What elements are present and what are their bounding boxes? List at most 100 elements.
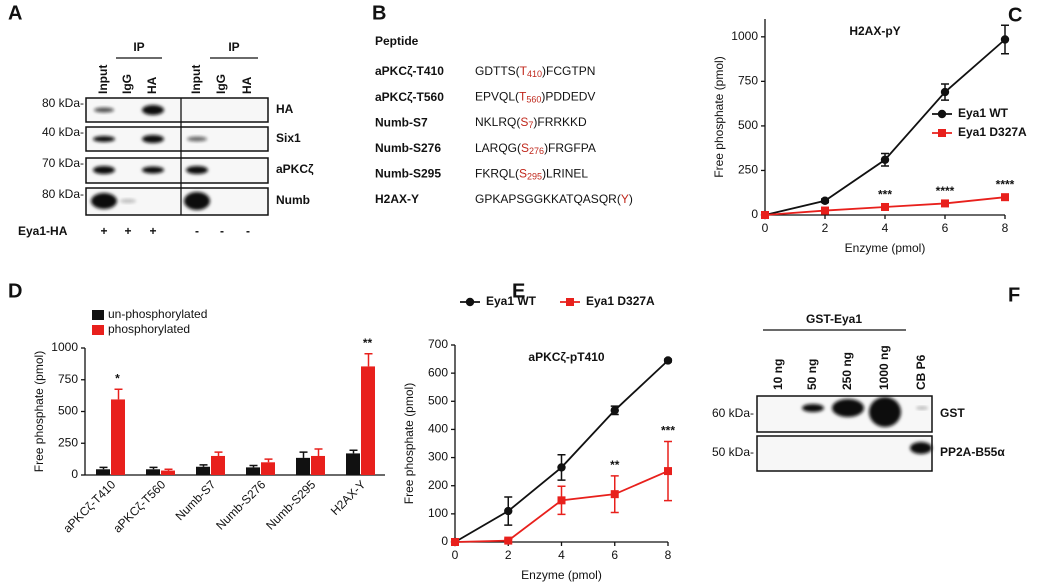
x-tick-label: Numb-S7 — [173, 477, 219, 523]
y-tick-label: 300 — [428, 450, 448, 464]
band — [142, 135, 164, 143]
bar — [196, 466, 210, 475]
data-point — [820, 196, 830, 205]
x-tick-label: 4 — [882, 221, 889, 235]
y-axis-label: Free phosphate (pmol) — [32, 351, 46, 472]
y-axis-label: Free phosphate (pmol) — [712, 56, 726, 177]
data-point — [663, 356, 673, 365]
mw-marker: 40 kDa- — [42, 125, 84, 139]
y-tick-label: 750 — [738, 74, 758, 88]
x-tick-label: 8 — [1002, 221, 1009, 235]
significance: ** — [610, 458, 620, 472]
legend-marker — [938, 129, 946, 137]
data-point — [1001, 193, 1009, 202]
y-tick-label: 1000 — [51, 340, 78, 354]
x-tick-label: Numb-S295 — [263, 477, 318, 532]
x-tick-label: 2 — [822, 221, 829, 235]
lane-label: IgG — [214, 74, 228, 94]
y-tick-label: 250 — [738, 163, 758, 177]
band — [94, 107, 114, 113]
bar — [111, 399, 125, 475]
y-tick-label: 200 — [428, 478, 448, 492]
band — [187, 136, 207, 142]
legend-label: un-phosphorylated — [108, 307, 207, 321]
peptide-name: H2AX-Y — [375, 192, 419, 206]
band — [869, 397, 901, 427]
lane-label: HA — [145, 76, 159, 94]
lane-label: 10 ng — [771, 359, 785, 390]
seq-part: GDTTS( — [475, 64, 520, 78]
y-axis-label: Free phosphate (pmol) — [402, 383, 416, 504]
seq-part: 7 — [528, 121, 533, 131]
y-tick-label: 250 — [58, 435, 78, 449]
legend-label: Eya1 WT — [958, 106, 1009, 120]
seq-part: T — [520, 64, 528, 78]
seq-part: ) — [629, 192, 633, 206]
group-header: GST-Eya1 — [806, 312, 862, 326]
significance: *** — [878, 188, 892, 202]
blot-f — [756, 395, 933, 472]
sign: - — [195, 224, 199, 238]
seq-part: S — [519, 167, 527, 181]
x-tick-label: 0 — [762, 221, 769, 235]
legend-marker — [566, 298, 574, 306]
mw-marker: 70 kDa- — [42, 156, 84, 170]
lane-label: HA — [240, 76, 254, 94]
band — [93, 166, 115, 174]
table-header: Peptide — [375, 34, 419, 48]
bar — [146, 469, 160, 475]
lane-label: Input — [189, 65, 203, 94]
lane-label: IgG — [120, 74, 134, 94]
blot-a — [85, 97, 269, 216]
data-point — [1000, 35, 1010, 44]
band — [142, 166, 164, 174]
band — [186, 166, 208, 174]
x-tick-label: 0 — [452, 548, 459, 562]
legend-label: Eya1 D327A — [586, 294, 655, 308]
panel-label: E — [512, 280, 525, 302]
peptide-name: Numb-S276 — [375, 141, 441, 155]
peptide-seq: FKRQL(S295)LRINEL — [475, 167, 588, 182]
sign: - — [220, 224, 224, 238]
panel-label: F — [1008, 284, 1020, 306]
band — [802, 404, 824, 412]
x-tick-label: 6 — [611, 548, 618, 562]
seq-part: )LRINEL — [542, 167, 588, 181]
panel-label: B — [372, 2, 386, 24]
data-point — [610, 406, 619, 415]
row-label: PP2A-B55α — [940, 445, 1005, 459]
lane-label: CB P6 — [914, 354, 928, 390]
row-label: GST — [940, 406, 965, 420]
data-point — [940, 87, 950, 97]
construct-label: Eya1-HA — [18, 224, 68, 238]
sign: - — [246, 224, 250, 238]
lane-label: 50 ng — [805, 359, 819, 390]
y-tick-label: 0 — [751, 207, 758, 221]
band — [142, 105, 164, 115]
data-point — [504, 536, 513, 545]
band — [91, 193, 117, 209]
bar — [361, 366, 375, 475]
data-point — [881, 202, 889, 211]
x-tick-label: aPKCζ-T560 — [110, 477, 168, 535]
bar — [161, 470, 175, 475]
peptide-seq: NKLRQ(S7)FRRKKD — [475, 115, 587, 130]
x-tick-label: aPKCζ-T410 — [60, 477, 118, 535]
legend-label: phosphorylated — [108, 322, 190, 336]
data-point — [761, 211, 769, 219]
row-label: aPKCζ — [276, 162, 314, 176]
bar — [346, 453, 360, 475]
significance: ** — [363, 336, 373, 350]
data-point — [941, 199, 949, 208]
data-point — [821, 206, 829, 215]
y-tick-label: 0 — [441, 534, 448, 548]
band — [910, 442, 932, 454]
blot-row — [85, 126, 269, 152]
mw-marker: 60 kDa- — [712, 406, 754, 420]
seq-part: FKRQL( — [475, 167, 519, 181]
peptide-name: Numb-S295 — [375, 167, 441, 181]
data-point — [504, 506, 513, 516]
lane-label: 1000 ng — [877, 345, 891, 390]
x-axis-label: Enzyme (pmol) — [521, 568, 602, 582]
error-bar — [249, 464, 258, 468]
